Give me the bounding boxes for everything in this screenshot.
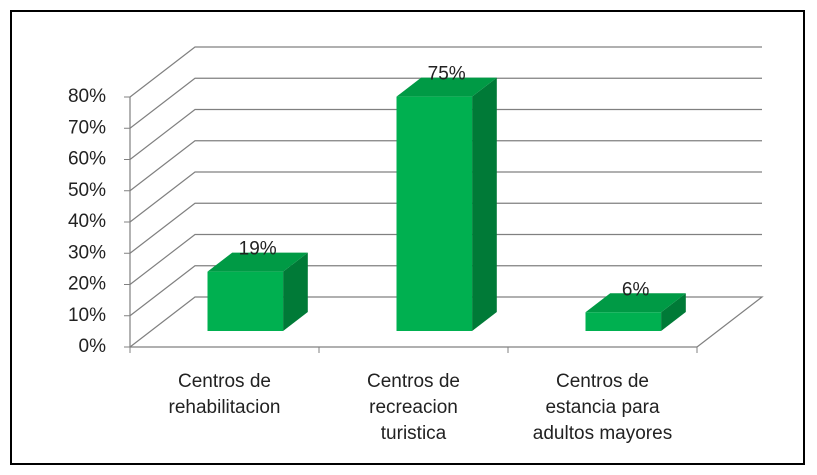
bar <box>396 77 497 331</box>
y-tick-label: 10% <box>68 305 106 326</box>
y-tick-label: 70% <box>68 117 106 138</box>
y-tick-label: 20% <box>68 274 106 295</box>
grid-line <box>129 46 762 98</box>
x-tick-label: Centros de rehabilitacion <box>168 371 281 418</box>
grid-line <box>129 202 762 254</box>
bar-top <box>585 293 686 313</box>
frame <box>10 10 805 465</box>
bar-side <box>472 77 497 331</box>
y-tick-label: 0% <box>79 336 107 357</box>
grid-line <box>129 140 762 192</box>
bar-front <box>207 271 284 331</box>
bar-front <box>585 312 662 331</box>
bar-top <box>396 77 497 97</box>
bar-side <box>661 293 686 331</box>
y-tick-label: 30% <box>68 242 106 263</box>
grid-line <box>129 108 762 160</box>
bar-top <box>207 252 308 272</box>
x-tick-label: Centros de estancia para adultos mayores <box>532 371 673 444</box>
value-label: 75% <box>428 64 466 85</box>
bar-front <box>396 96 473 331</box>
bar <box>585 293 686 331</box>
x-tick-label: Centros de recreacion turistica <box>367 371 460 444</box>
bar <box>207 252 308 331</box>
grid-line <box>129 265 762 317</box>
bar-side <box>283 252 308 331</box>
grid-line <box>129 171 762 223</box>
grid-line <box>129 233 762 285</box>
value-label: 19% <box>239 239 277 260</box>
y-tick-label: 80% <box>68 86 106 107</box>
grid-line <box>129 77 762 129</box>
y-tick-label: 40% <box>68 211 106 232</box>
y-tick-label: 60% <box>68 149 106 170</box>
y-tick-label: 50% <box>68 180 106 201</box>
value-label: 6% <box>622 279 650 300</box>
